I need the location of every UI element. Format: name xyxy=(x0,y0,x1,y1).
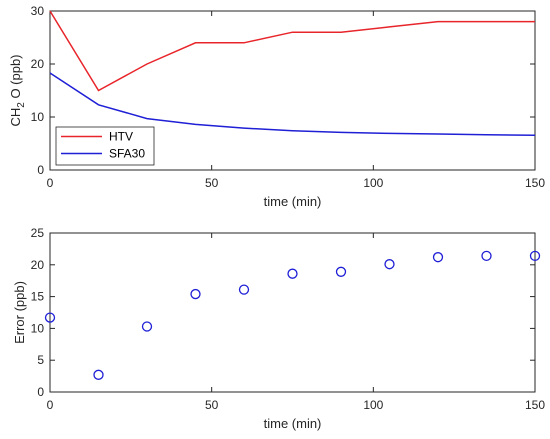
plot-frame xyxy=(49,232,536,393)
legend-label-htv: HTV xyxy=(109,130,133,144)
y-tick-label: 15 xyxy=(31,290,45,304)
series-lines xyxy=(49,10,536,137)
y-tick-label: 30 xyxy=(31,4,45,18)
x-axis-label: time (min) xyxy=(264,194,322,209)
concentration-chart: 0 50 100 150 0 10 20 30 time (min) CH2 O (ppb)… xyxy=(8,4,545,209)
x-tick-label: 150 xyxy=(525,176,545,190)
y-tick-label: 10 xyxy=(31,321,45,335)
x-tick-labels: 0 50 100 150 xyxy=(47,398,546,412)
scatter-point xyxy=(44,312,56,323)
x-tick-labels: 0 50 100 150 xyxy=(47,176,546,190)
x-tick-label: 0 xyxy=(47,398,54,412)
scatter-point xyxy=(432,252,444,263)
x-tick-label: 50 xyxy=(205,176,219,190)
y-tick-label: 10 xyxy=(31,110,45,124)
x-tick-label: 50 xyxy=(205,398,219,412)
x-tick-label: 150 xyxy=(525,398,545,412)
x-axis-label: time (min) xyxy=(264,416,322,431)
legend-box xyxy=(55,126,155,166)
scatter-point xyxy=(529,250,541,262)
scatter-point xyxy=(93,369,104,380)
y-tick-label: 5 xyxy=(37,353,44,367)
legend-label-sfa30: SFA30 xyxy=(109,147,145,161)
y-tick-labels: 0 5 10 15 20 25 xyxy=(31,226,45,399)
series-line-htv xyxy=(49,10,535,92)
y-axis-label: CH2 O (ppb) xyxy=(8,54,27,126)
error-chart: 0 50 100 150 0 5 10 15 20 25 time (min) Error (p… xyxy=(12,226,545,431)
scatter-point xyxy=(384,259,395,270)
tick-marks xyxy=(49,232,536,393)
y-tick-label: 25 xyxy=(31,226,45,240)
scatter-point xyxy=(335,266,347,277)
y-tick-label: 0 xyxy=(37,385,44,399)
x-tick-label: 100 xyxy=(363,176,383,190)
scatter-point xyxy=(190,288,201,300)
series-line-sfa30 xyxy=(49,72,536,137)
x-tick-label: 0 xyxy=(47,176,54,190)
y-axis-label: Error (ppb) xyxy=(12,281,27,344)
scatter-point xyxy=(481,250,492,262)
y-tick-label: 0 xyxy=(37,163,44,177)
y-tick-label: 20 xyxy=(31,57,45,71)
scatter-point xyxy=(238,284,250,295)
tick-marks xyxy=(49,10,536,171)
scatter-points xyxy=(44,250,541,380)
x-tick-label: 100 xyxy=(363,398,383,412)
y-tick-label: 20 xyxy=(31,258,45,272)
scatter-point xyxy=(141,321,153,332)
legend: HTV SFA30 xyxy=(55,126,155,166)
scatter-point xyxy=(287,268,298,279)
y-tick-labels: 0 10 20 30 xyxy=(31,4,45,177)
